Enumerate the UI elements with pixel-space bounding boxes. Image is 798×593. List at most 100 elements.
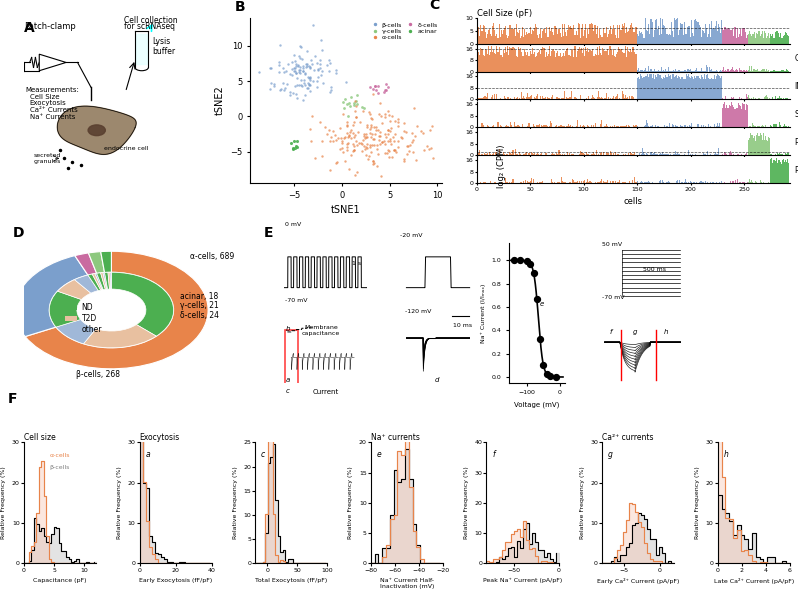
Bar — [516, 126, 517, 127]
Bar — [518, 125, 519, 127]
Text: b: b — [285, 326, 290, 332]
Bar — [541, 99, 543, 100]
Bar — [572, 154, 574, 155]
Point — [283, 87, 296, 97]
Text: Measurements:: Measurements: — [26, 87, 80, 93]
Bar — [630, 25, 631, 44]
Point — [278, 85, 290, 95]
Bar — [678, 35, 679, 44]
Bar — [569, 152, 571, 155]
Point — [361, 133, 374, 142]
Point — [297, 66, 310, 76]
Point — [325, 82, 338, 91]
Bar — [499, 47, 500, 72]
Point — [324, 59, 337, 68]
Bar — [765, 136, 766, 155]
Bar — [563, 36, 564, 44]
Point — [291, 136, 304, 146]
Bar — [536, 95, 537, 100]
Bar — [725, 27, 726, 44]
Bar — [710, 70, 711, 72]
Bar — [745, 153, 747, 155]
Bar — [772, 34, 773, 44]
Bar — [569, 55, 571, 72]
Bar — [516, 24, 517, 44]
Bar — [610, 154, 612, 155]
Point — [301, 83, 314, 93]
Bar — [606, 49, 607, 72]
Point — [358, 141, 371, 151]
Bar — [581, 181, 582, 183]
Point — [294, 53, 306, 62]
Bar — [557, 97, 559, 100]
Bar — [593, 56, 594, 72]
Bar — [754, 33, 755, 44]
Bar — [685, 74, 687, 100]
Bar — [496, 46, 497, 72]
Bar — [703, 71, 704, 72]
Bar — [742, 103, 744, 127]
Bar — [563, 53, 564, 72]
Bar — [502, 182, 503, 183]
Bar — [698, 78, 700, 100]
Bar — [528, 56, 530, 72]
Point — [341, 100, 354, 109]
Bar — [618, 126, 619, 127]
Point — [329, 130, 342, 139]
Bar — [537, 153, 538, 155]
Bar — [766, 95, 767, 100]
Bar — [630, 49, 631, 72]
X-axis label: cells: cells — [624, 197, 643, 206]
Bar — [729, 70, 731, 72]
Bar — [772, 97, 773, 100]
Bar — [567, 48, 568, 72]
Point — [382, 152, 395, 162]
Bar — [577, 35, 578, 44]
Bar — [732, 181, 733, 183]
Point — [286, 58, 298, 67]
Point — [375, 138, 388, 147]
Bar — [551, 123, 552, 127]
Point — [423, 144, 436, 154]
Bar — [753, 34, 754, 44]
Point — [272, 60, 285, 69]
Bar — [539, 34, 540, 44]
Bar — [492, 25, 493, 44]
Point — [337, 97, 350, 107]
Bar — [629, 52, 630, 72]
Bar — [773, 70, 775, 72]
Point — [338, 133, 350, 143]
Bar — [778, 160, 779, 183]
Bar — [726, 154, 728, 155]
Point — [343, 101, 356, 111]
Point — [408, 104, 421, 113]
Y-axis label: PRSS1: PRSS1 — [794, 166, 798, 175]
Bar — [689, 77, 690, 100]
Point — [316, 46, 329, 55]
Bar — [757, 126, 758, 127]
Bar — [723, 98, 725, 100]
Text: Na⁺ Currents: Na⁺ Currents — [30, 114, 75, 120]
Bar — [634, 52, 635, 72]
Bar — [627, 32, 628, 44]
Bar — [496, 94, 497, 100]
Point — [338, 157, 351, 166]
Wedge shape — [101, 273, 107, 289]
Point — [336, 137, 349, 146]
Bar — [710, 126, 711, 127]
Bar — [525, 180, 527, 183]
Bar — [477, 180, 478, 183]
Bar — [776, 163, 778, 183]
Bar — [528, 182, 530, 183]
Point — [290, 69, 302, 78]
Point — [378, 85, 391, 94]
Bar — [500, 55, 502, 72]
Point — [325, 132, 338, 141]
Bar — [523, 96, 524, 100]
Bar — [525, 154, 527, 155]
Bar — [583, 181, 584, 183]
Point — [347, 132, 360, 141]
Bar — [538, 154, 539, 155]
Bar — [508, 36, 509, 44]
Bar — [725, 154, 726, 155]
